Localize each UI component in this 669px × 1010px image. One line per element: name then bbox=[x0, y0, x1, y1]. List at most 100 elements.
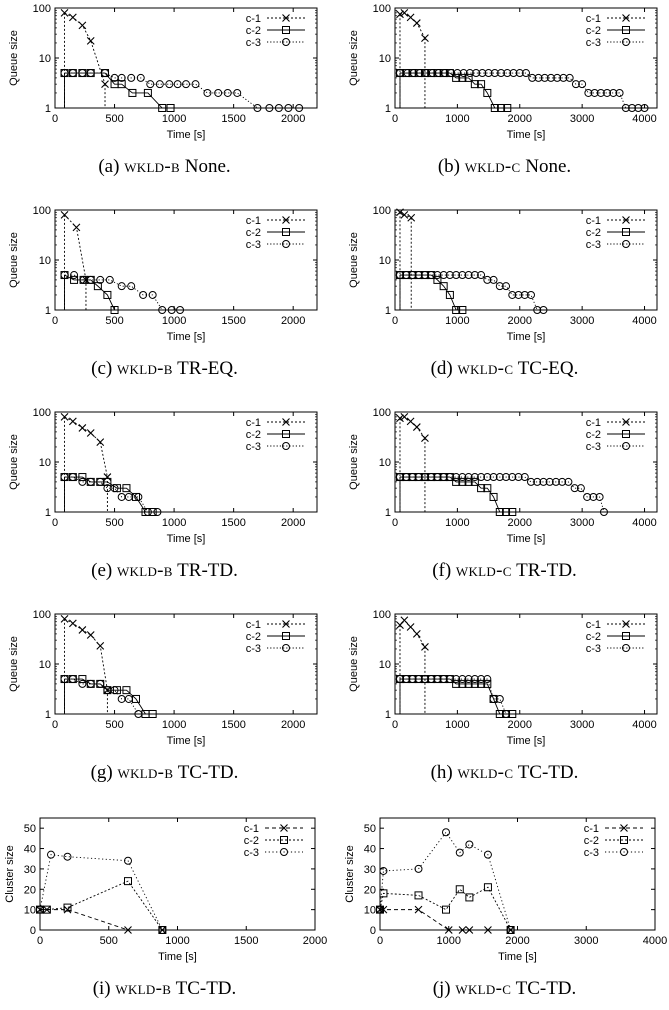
data-point-c-3 bbox=[490, 69, 499, 78]
caption-h: (h) wkld-c TC-TD. bbox=[340, 762, 669, 784]
legend-marker-c-1 bbox=[622, 418, 630, 426]
legend-label-c-2: c-2 bbox=[586, 429, 601, 441]
data-point-c-3 bbox=[483, 675, 492, 684]
data-point-c-3 bbox=[495, 694, 504, 703]
series-line-c-3 bbox=[64, 678, 139, 715]
data-point-c-2 bbox=[458, 73, 467, 82]
data-point-c-3 bbox=[203, 88, 212, 97]
y-axis-label: Queue size bbox=[8, 434, 20, 490]
data-point-c-2 bbox=[458, 679, 467, 688]
series-line-c-2 bbox=[399, 476, 513, 513]
data-point-c-1 bbox=[68, 417, 77, 426]
y-tick-label: 100 bbox=[373, 205, 391, 217]
data-point-c-3 bbox=[539, 306, 548, 314]
data-point-c-2 bbox=[143, 88, 152, 97]
x-axis-label: Time [s] bbox=[507, 129, 546, 141]
legend-label-c-2: c-2 bbox=[244, 835, 259, 847]
data-point-c-3 bbox=[489, 694, 498, 703]
legend-marker-c-3 bbox=[622, 442, 630, 450]
data-point-c-3 bbox=[158, 926, 167, 934]
chart-panel-a: 0 500 1000 1500 2000 1 10 100 Time [s] Queue size… bbox=[0, 0, 329, 200]
caption-label: (b) bbox=[437, 156, 465, 177]
data-point-c-1 bbox=[86, 631, 95, 639]
caption-workload: wkld-c bbox=[457, 762, 514, 783]
legend-label-c-3: c-3 bbox=[246, 239, 261, 251]
x-axis-label: Time [s] bbox=[498, 951, 537, 963]
x-axis-label: Time [s] bbox=[507, 533, 546, 545]
data-point-c-3 bbox=[167, 306, 176, 314]
data-point-c-3 bbox=[284, 104, 293, 112]
data-point-c-3 bbox=[165, 80, 174, 89]
data-point-c-1 bbox=[412, 423, 421, 431]
x-tick-label: 3000 bbox=[570, 517, 594, 529]
data-point-c-2 bbox=[503, 104, 512, 112]
data-point-c-1 bbox=[68, 13, 77, 22]
data-point-c-3 bbox=[68, 473, 77, 482]
data-point-c-3 bbox=[439, 675, 448, 684]
data-point-c-3 bbox=[182, 80, 190, 89]
data-point-c-1 bbox=[400, 412, 409, 421]
y-tick-label: 40 bbox=[364, 844, 376, 856]
data-point-c-3 bbox=[420, 675, 429, 684]
series-c-1 bbox=[60, 8, 109, 108]
legend-marker-c-1 bbox=[282, 418, 290, 426]
legend-marker-c-1 bbox=[622, 14, 630, 22]
data-point-c-1 bbox=[78, 21, 87, 30]
x-tick-label: 0 bbox=[52, 517, 58, 529]
series-line-c-1 bbox=[380, 909, 511, 931]
data-point-c-3 bbox=[551, 477, 560, 486]
x-tick-label: 1000 bbox=[162, 719, 186, 731]
data-point-c-2 bbox=[452, 477, 461, 486]
legend-label-c-3: c-3 bbox=[586, 441, 601, 453]
data-point-c-3 bbox=[508, 290, 517, 299]
data-point-c-1 bbox=[63, 905, 72, 914]
data-point-c-2 bbox=[483, 883, 492, 892]
data-point-c-3 bbox=[253, 104, 262, 112]
data-point-c-3 bbox=[533, 477, 542, 486]
data-point-c-3 bbox=[603, 88, 612, 97]
data-point-c-3 bbox=[403, 69, 412, 78]
series-c-3 bbox=[36, 850, 167, 934]
data-point-c-3 bbox=[427, 675, 436, 684]
chart-svg-c: 0 500 1000 1500 2000 1 10 100 Time [s] Queue size… bbox=[8, 205, 318, 343]
series-line-c-1 bbox=[399, 12, 426, 39]
data-point-c-3 bbox=[489, 473, 498, 482]
x-tick-label: 1000 bbox=[445, 719, 469, 731]
data-point-c-3 bbox=[214, 88, 223, 97]
data-point-c-3 bbox=[101, 69, 110, 78]
data-point-c-1 bbox=[42, 905, 51, 914]
legend-marker-c-1 bbox=[282, 14, 290, 22]
data-point-c-3 bbox=[589, 492, 598, 501]
data-point-c-3 bbox=[458, 271, 467, 280]
x-tick-label: 500 bbox=[105, 517, 123, 529]
chart-svg-j: 0 1000 2000 3000 4000 0 10 20 30 40 50 Time [s] Clus… bbox=[344, 817, 667, 963]
data-point-c-1 bbox=[400, 8, 409, 17]
legend-label-c-1: c-1 bbox=[586, 215, 601, 227]
legend-label-c-2: c-2 bbox=[246, 227, 261, 239]
data-point-c-3 bbox=[565, 73, 574, 82]
chart-panel-g: 0 500 1000 1500 2000 1 10 100 Time [s] Queue size… bbox=[0, 606, 329, 806]
chart-panel-i: 0 500 1000 1500 2000 0 10 20 30 40 50 Time [s] Clust… bbox=[0, 808, 329, 1008]
data-point-c-3 bbox=[483, 275, 492, 284]
chart-svg-h: 0 1000 2000 3000 4000 1 10 100 Time [s] Queue siz… bbox=[348, 609, 658, 747]
data-point-c-3 bbox=[470, 271, 479, 280]
legend-marker-c-3 bbox=[282, 38, 290, 46]
chart-svg-i: 0 500 1000 1500 2000 0 10 20 30 40 50 Time [s] Clust… bbox=[4, 817, 327, 963]
series-c-1 bbox=[396, 8, 429, 108]
caption-variant: TC-TD. bbox=[173, 762, 239, 783]
caption-workload: wkld-b bbox=[115, 978, 172, 999]
series-line-c-3 bbox=[399, 476, 605, 513]
caption-label: (f) bbox=[432, 560, 456, 581]
legend-marker-c-1 bbox=[620, 824, 628, 832]
caption-workload: wkld-c bbox=[455, 560, 512, 581]
y-tick-label: 100 bbox=[33, 609, 51, 621]
data-point-c-3 bbox=[584, 88, 593, 97]
data-point-c-2 bbox=[483, 484, 492, 493]
data-point-c-2 bbox=[70, 275, 79, 284]
data-point-c-3 bbox=[146, 80, 155, 89]
data-point-c-3 bbox=[124, 492, 133, 501]
data-point-c-2 bbox=[439, 282, 448, 291]
series-c-1 bbox=[396, 616, 429, 714]
data-point-c-3 bbox=[86, 477, 95, 486]
y-axis-label: Queue size bbox=[348, 434, 360, 490]
